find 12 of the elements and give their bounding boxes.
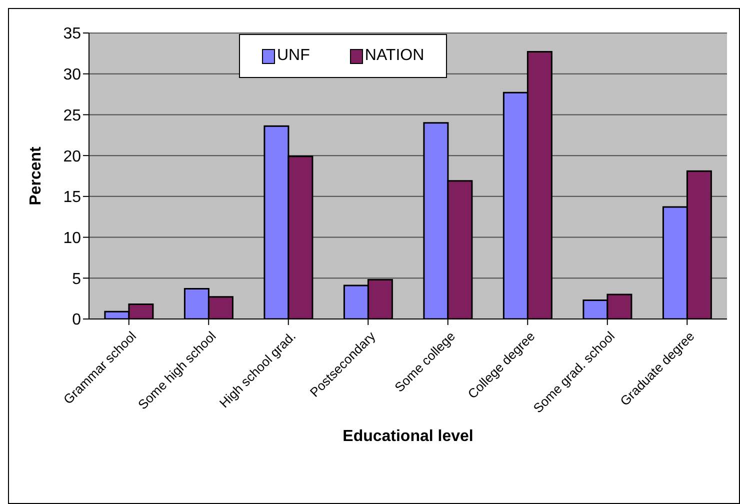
- legend-label: UNF: [276, 47, 310, 65]
- y-tick-label: 35: [63, 26, 82, 43]
- y-tick-label: 30: [63, 66, 82, 84]
- y-tick-label: 20: [63, 148, 82, 166]
- legend-label: NATION: [364, 47, 424, 65]
- y-axis-title: Percent: [28, 146, 45, 206]
- y-tick-label: 10: [63, 230, 82, 247]
- y-tick-label: 5: [72, 270, 82, 288]
- y-tick-label: 25: [63, 107, 82, 124]
- x-axis-title: Educational level: [342, 428, 474, 445]
- y-tick-label: 0: [72, 312, 82, 329]
- y-tick-label: 15: [63, 189, 82, 206]
